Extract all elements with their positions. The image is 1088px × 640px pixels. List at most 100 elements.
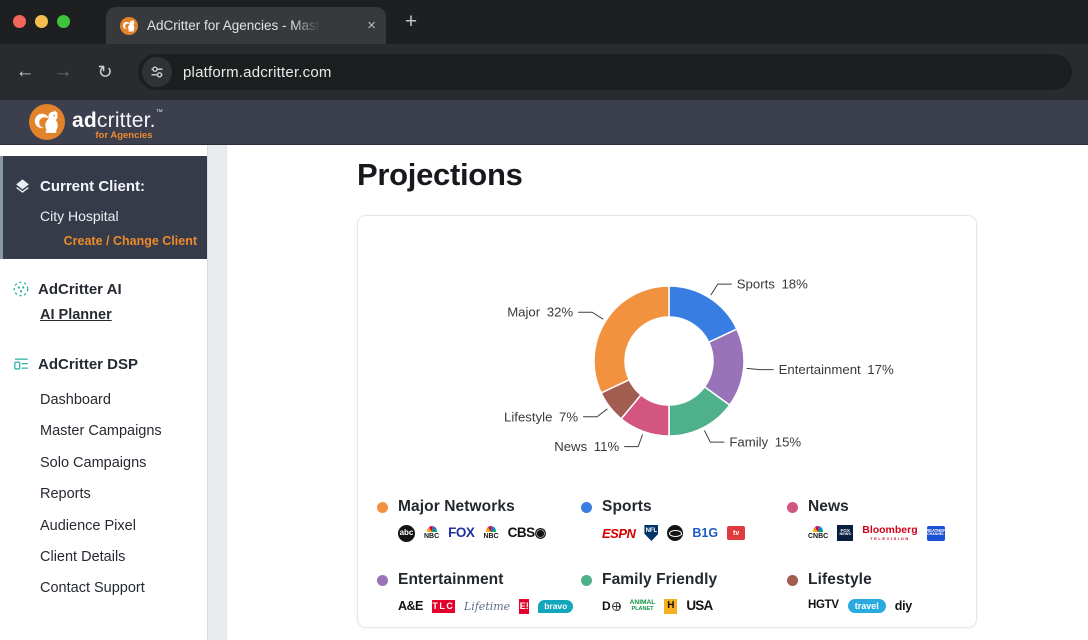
sidebar-item-solo-campaigns[interactable]: Solo Campaigns	[40, 454, 147, 471]
site-settings-button[interactable]	[142, 57, 172, 87]
sidebar-item-audience-pixel[interactable]: Audience Pixel	[40, 517, 136, 534]
tab-favicon-squirrel-icon	[120, 17, 138, 35]
chart-legend: Major Networks abc NBC FOX NBC CBS◉ Sports ESPN…	[377, 498, 962, 615]
logo-big-ten-network-icon: B1G	[692, 525, 719, 540]
url-text: platform.adcritter.com	[183, 63, 332, 81]
legend-logos: A&E TLC Lifetime E! bravo	[398, 597, 581, 615]
chart-label-lifestyle: Lifestyle 7%	[504, 409, 578, 424]
legend-dot	[787, 574, 798, 586]
dsp-stack-icon	[14, 358, 28, 370]
legend-label: News	[808, 498, 849, 515]
chart-leader-line	[710, 283, 732, 296]
browser-toolbar: platform.adcritter.com	[0, 44, 1088, 100]
current-client-label: Current Client:	[40, 178, 145, 195]
forward-button[interactable]	[50, 44, 76, 100]
logo-bloomberg-television-icon: Bloomberg TELEVISION	[862, 524, 918, 541]
chart-leader-line	[624, 434, 644, 448]
legend-item-entertainment: Entertainment A&E TLC Lifetime E! bravo	[377, 571, 581, 615]
chart-label-news: News 11%	[554, 439, 619, 454]
projections-card: Sports 18% Entertainment 17% Family 15% New…	[357, 215, 977, 628]
page-title: Projections	[357, 157, 523, 192]
legend-label: Family Friendly	[602, 571, 718, 588]
donut-chart: Sports 18% Entertainment 17% Family 15% New…	[504, 277, 894, 454]
logo-espn-icon: ESPN	[602, 525, 636, 541]
sidebar-section-label: AdCritter DSP	[38, 355, 139, 373]
sidebar-item-client-details[interactable]: Client Details	[40, 549, 126, 566]
chart-leader-line	[578, 311, 604, 320]
logo-fs1-icon	[667, 525, 684, 541]
window-zoom-button[interactable]	[57, 15, 70, 28]
logo-discovery-icon: D	[602, 600, 621, 612]
legend-logos: HGTV travel diy	[808, 597, 962, 615]
legend-dot	[581, 501, 592, 513]
chart-label-sports: Sports 18%	[737, 277, 808, 292]
sidebar-ai-items: AI Planner	[40, 305, 112, 325]
new-tab-button[interactable]	[398, 9, 424, 35]
brand-tagline: for Agencies	[95, 130, 153, 141]
current-client-name: City Hospital	[40, 208, 119, 224]
logo-usa-icon: USA	[686, 598, 713, 614]
tab-title: AdCritter for Agencies - Mast	[147, 18, 320, 33]
logo-the-weather-channel-icon: WEATHER CHANNEL	[925, 525, 946, 541]
current-client-box: Current Client: City Hospital Create / C…	[0, 156, 207, 259]
chart-label-family: Family 15%	[729, 435, 801, 450]
logo-nbc-icon: NBC	[424, 526, 439, 540]
legend-label: Sports	[602, 498, 652, 515]
legend-label: Major Networks	[398, 498, 515, 515]
window-close-button[interactable]	[13, 15, 26, 28]
legend-dot	[787, 501, 798, 513]
logo-abc-icon: abc	[398, 524, 415, 542]
sidebar-scrollbar[interactable]	[207, 145, 227, 640]
legend-item-lifestyle: Lifestyle HGTV travel diy	[787, 571, 962, 615]
logo-cnbc-icon: CNBC	[808, 526, 828, 540]
logo-bravo-icon: bravo	[538, 599, 574, 613]
chart-leader-line	[583, 408, 608, 418]
adcritter-logo-icon	[29, 104, 65, 140]
sidebar-item-ai-planner[interactable]: AI Planner	[40, 307, 112, 323]
reload-button[interactable]	[92, 44, 118, 100]
sidebar-item-contact-support[interactable]: Contact Support	[40, 580, 145, 597]
app-header: adcritter.™ for Agencies	[0, 100, 1088, 145]
logo-cbs-icon: CBS◉	[507, 525, 547, 541]
sidebar-section-label: AdCritter AI	[38, 280, 122, 298]
ai-sparkle-icon	[13, 281, 29, 297]
sidebar-item-dashboard[interactable]: Dashboard	[40, 392, 111, 408]
chart-leader-line	[746, 367, 774, 371]
chart-label-major: Major 32%	[507, 305, 573, 320]
legend-item-sports: Sports ESPN NFL B1G tv	[581, 498, 787, 542]
legend-logos: abc NBC FOX NBC CBS◉	[398, 524, 581, 542]
legend-label: Entertainment	[398, 571, 504, 588]
back-button[interactable]	[12, 44, 38, 100]
browser-tab[interactable]: AdCritter for Agencies - Mast	[106, 7, 386, 44]
sidebar-item-master-campaigns[interactable]: Master Campaigns	[40, 423, 162, 440]
legend-logos: D ANIMAL PLANET H USA	[602, 597, 787, 615]
logo-tlc-icon: TLC	[431, 599, 455, 613]
logo-nba-tv-icon: tv	[727, 526, 746, 540]
sidebar-item-reports[interactable]: Reports	[40, 486, 91, 503]
logo-e-icon: E!	[519, 598, 530, 614]
legend-item-family-friendly: Family Friendly D ANIMAL PLANET H USA	[581, 571, 787, 615]
sidebar-nav: Current Client: City Hospital Create / C…	[0, 145, 207, 640]
window-minimize-button[interactable]	[35, 15, 48, 28]
tab-close-icon[interactable]	[367, 18, 376, 33]
logo-travel-channel-icon: travel	[847, 599, 886, 613]
tune-icon	[151, 66, 163, 78]
logo-a-e-icon: A&E	[398, 598, 423, 613]
brand-wordmark[interactable]: adcritter.™	[72, 109, 163, 132]
sidebar-section-adcritter-dsp[interactable]: AdCritter DSP	[12, 354, 138, 374]
donut-slice-major	[593, 285, 670, 394]
logo-fox-icon: FOX	[448, 525, 475, 541]
chart-leader-line	[703, 430, 725, 443]
create-change-client-link[interactable]: Create / Change Client	[63, 234, 197, 248]
legend-logos: ESPN NFL B1G tv	[602, 524, 787, 542]
legend-item-news: News CNBC FOX NEWS Bloomberg TELEVISION WEATHE…	[787, 498, 962, 542]
logo-nfl-network-icon: NFL	[644, 525, 659, 541]
legend-item-major-networks: Major Networks abc NBC FOX NBC CBS◉	[377, 498, 581, 542]
browser-tab-strip: AdCritter for Agencies - Mast	[0, 0, 1088, 44]
legend-dot	[377, 501, 388, 513]
main-content: Projections Sports 18% Entertainment 17% F…	[228, 145, 1088, 640]
address-bar[interactable]: platform.adcritter.com	[138, 54, 1072, 90]
legend-label: Lifestyle	[808, 571, 872, 588]
legend-dot	[377, 574, 388, 586]
sidebar-section-adcritter-ai[interactable]: AdCritter AI	[12, 279, 122, 299]
